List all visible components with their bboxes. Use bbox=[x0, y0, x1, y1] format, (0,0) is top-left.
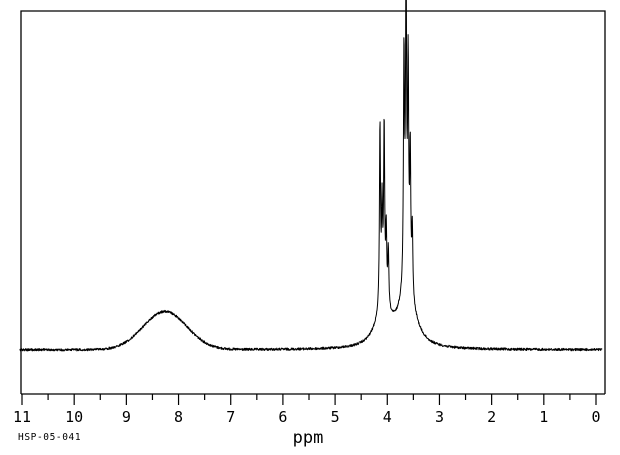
x-axis-tick-label: 3 bbox=[435, 408, 444, 426]
x-axis-tick-labels: 11 10 9 8 7 6 5 4 3 2 1 0 bbox=[13, 408, 601, 426]
x-axis-tick-label: 9 bbox=[122, 408, 131, 426]
x-axis-unit-label: ppm bbox=[0, 428, 620, 448]
sample-id-label: HSP-05-041 bbox=[18, 432, 82, 443]
x-axis-tick-label: 7 bbox=[226, 408, 235, 426]
x-axis-tick-label: 4 bbox=[383, 408, 392, 426]
x-axis-tick-label: 10 bbox=[65, 408, 83, 426]
x-axis-tick-label: 11 bbox=[13, 408, 31, 426]
x-axis-tick-label: 2 bbox=[487, 408, 496, 426]
x-axis-tick-label: 8 bbox=[174, 408, 183, 426]
x-axis-unit-text: ppm bbox=[292, 428, 324, 448]
frame-border bbox=[20, 10, 606, 395]
x-axis-tick-label: 5 bbox=[331, 408, 340, 426]
x-axis-tick-label: 0 bbox=[591, 408, 600, 426]
plot-frame bbox=[20, 10, 606, 395]
x-axis-ticks bbox=[21, 394, 597, 405]
spectrum-trace bbox=[19, 0, 603, 352]
x-axis-tick-label: 1 bbox=[539, 408, 548, 426]
x-axis-tick-label: 6 bbox=[278, 408, 287, 426]
